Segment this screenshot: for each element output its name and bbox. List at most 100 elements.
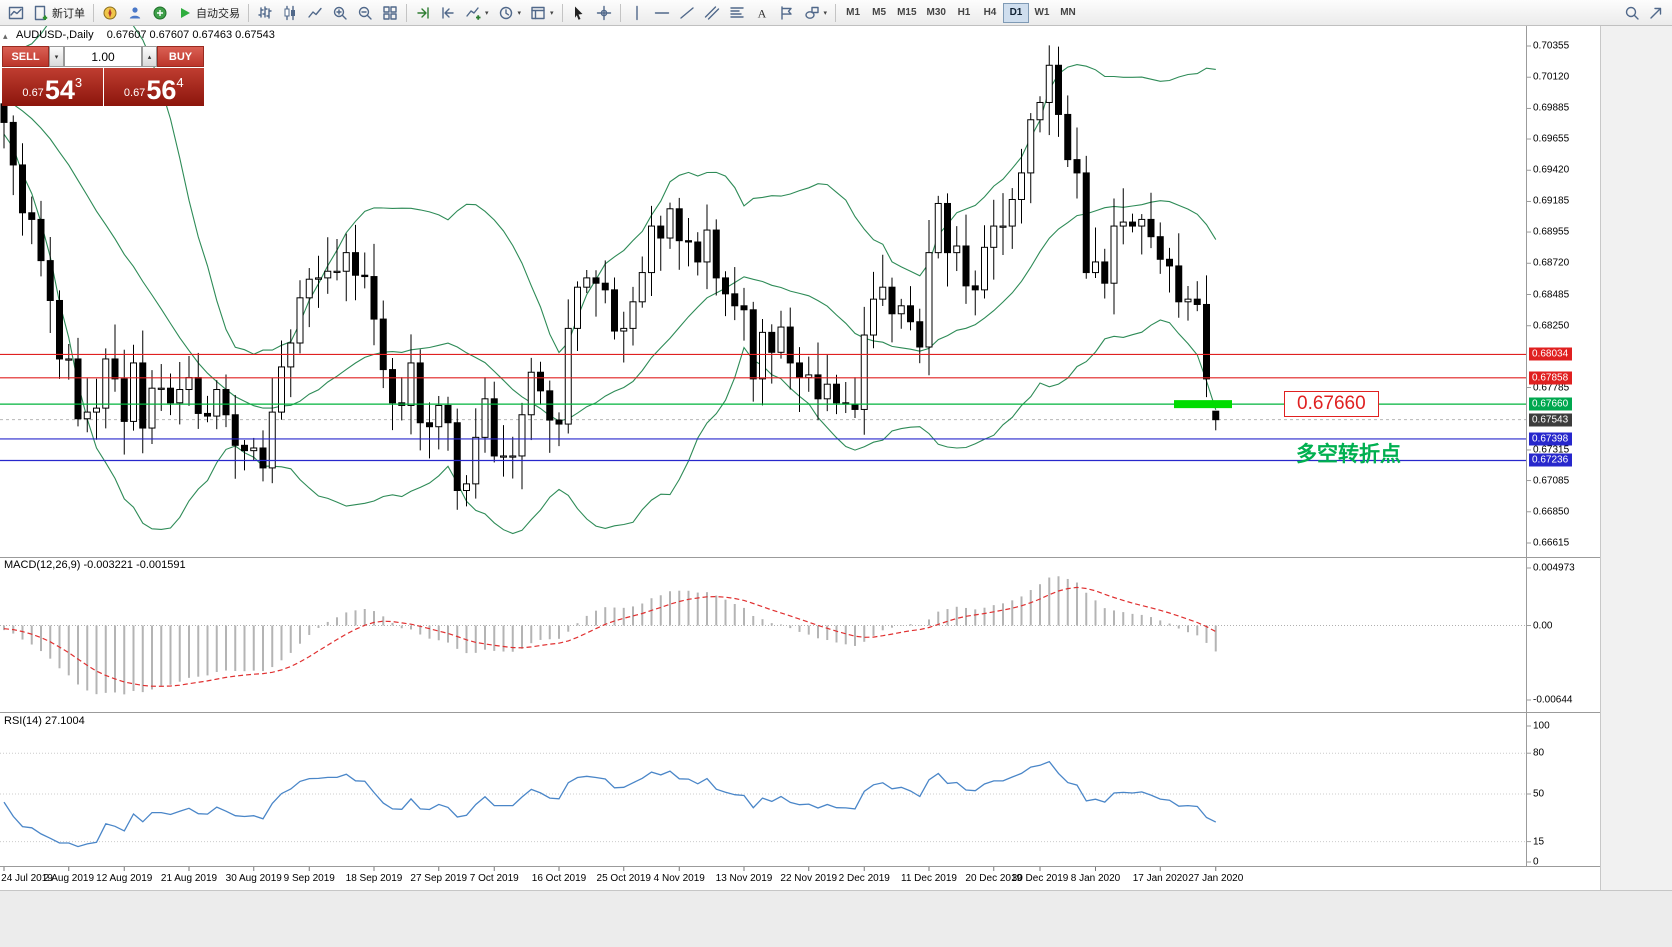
date-axis-label: 4 Nov 2019 — [653, 873, 705, 884]
workspace-filler — [1600, 26, 1672, 890]
ask-pip-digit: 4 — [176, 75, 184, 90]
chart-shift-icon[interactable] — [436, 2, 460, 24]
timeframe-d1[interactable]: D1 — [1002, 2, 1029, 23]
sell-options-dropdown[interactable]: ▾ — [49, 46, 64, 67]
support-highlight-segment[interactable] — [1174, 400, 1232, 409]
vertical-line-icon[interactable] — [625, 2, 649, 24]
compass-icon[interactable] — [98, 2, 122, 24]
channel-icon[interactable] — [700, 2, 724, 24]
timeframe-h4[interactable]: H4 — [977, 3, 1003, 23]
new-order-label: 新订单 — [52, 7, 85, 20]
toolbar-separator — [835, 3, 837, 22]
cursor-icon[interactable] — [567, 2, 591, 24]
panel-collapse-icon[interactable]: ▴ — [3, 31, 8, 41]
date-axis-label: 27 Jan 2020 — [1188, 873, 1244, 884]
timeframe-m1[interactable]: M1 — [840, 3, 866, 23]
price-axis-label: 0.66850 — [1533, 506, 1570, 518]
macd-signal-line — [3, 586, 1217, 687]
label-icon[interactable] — [775, 2, 799, 24]
date-axis-label: 16 Oct 2019 — [531, 873, 587, 884]
detach-window-icon[interactable] — [1644, 2, 1668, 24]
price-axis-badge: 0.67543 — [1529, 413, 1573, 427]
timeframe-w1[interactable]: W1 — [1029, 3, 1055, 23]
toolbar-separator — [619, 3, 621, 22]
date-axis-label: 27 Sep 2019 — [410, 873, 468, 884]
macd-axis-label: -0.00644 — [1533, 694, 1573, 706]
new-chart-icon[interactable] — [4, 2, 28, 24]
date-axis-label: 22 Nov 2019 — [780, 873, 838, 884]
periods-icon[interactable]: ▾ — [494, 2, 526, 24]
rsi-axis-label: 80 — [1533, 747, 1545, 759]
crosshair-icon[interactable] — [592, 2, 616, 24]
price-axis-badge: 0.68034 — [1529, 347, 1573, 361]
price-callout-box[interactable]: 0.67660 — [1284, 391, 1379, 417]
price-axis-label: 0.68720 — [1533, 257, 1570, 269]
auto-trading-button[interactable]: 自动交易 — [173, 2, 244, 24]
timeframe-mn[interactable]: MN — [1055, 3, 1081, 23]
auto-trading-label: 自动交易 — [196, 7, 240, 20]
svg-text:A: A — [757, 6, 766, 20]
auto-trading-icon — [181, 7, 190, 18]
toolbar-separator — [248, 3, 249, 22]
price-axis-label: 0.68485 — [1533, 289, 1570, 300]
horizontal-line-icon[interactable] — [650, 2, 674, 24]
price-axis-label: 0.68955 — [1533, 226, 1570, 238]
timeframe-toolbar: M1 M5 M15 M30 H1 H4 D1 W1 MN — [840, 2, 1081, 23]
zoom-in-icon[interactable] — [328, 2, 352, 24]
price-axis-badge: 0.67236 — [1529, 453, 1573, 467]
rsi-axis-label: 0 — [1533, 856, 1539, 868]
date-axis-label: 25 Oct 2019 — [596, 873, 651, 884]
date-axis-label: 21 Aug 2019 — [160, 873, 218, 884]
line-chart-icon[interactable] — [303, 2, 327, 24]
volume-input[interactable] — [64, 46, 142, 67]
macd-histogram — [3, 576, 1217, 695]
tile-windows-icon[interactable] — [378, 2, 402, 24]
market-watch-icon[interactable] — [148, 2, 172, 24]
bid-price[interactable]: 0.67 54 3 — [2, 68, 103, 106]
ask-big-digits: 56 — [146, 75, 177, 105]
timeframe-m30[interactable]: M30 — [922, 3, 951, 23]
timeframe-m5[interactable]: M5 — [866, 3, 892, 23]
bollinger-upper-band — [3, 26, 1216, 355]
bar-chart-icon[interactable] — [253, 2, 277, 24]
zoom-out-icon[interactable] — [353, 2, 377, 24]
chart-canvas[interactable] — [0, 26, 1672, 890]
sell-button[interactable]: SELL — [2, 46, 49, 67]
macd-axis-label: 0.004973 — [1533, 562, 1575, 574]
timeframe-h1[interactable]: H1 — [951, 3, 977, 23]
dropdown-caret-icon: ▾ — [550, 9, 554, 17]
text-icon[interactable]: A — [750, 2, 774, 24]
buy-button[interactable]: BUY — [157, 46, 204, 67]
macd-axis-label: 0.00 — [1533, 620, 1553, 632]
trendline-icon[interactable] — [675, 2, 699, 24]
profiles-icon[interactable] — [123, 2, 147, 24]
price-axis-badge: 0.67858 — [1529, 371, 1573, 385]
dropdown-caret-icon: ▾ — [485, 9, 489, 17]
timeframe-m15[interactable]: M15 — [892, 3, 921, 23]
price-axis-label: 0.67315 — [1533, 444, 1570, 456]
new-order-icon — [34, 5, 48, 20]
indicators-icon[interactable]: ▾ — [461, 2, 493, 24]
status-area — [0, 890, 1672, 947]
ask-price[interactable]: 0.67 56 4 — [103, 68, 204, 106]
volume-stepper[interactable]: ▴ — [142, 46, 157, 67]
pivot-annotation[interactable]: 多空转折点 — [1296, 443, 1401, 466]
chart-area[interactable]: ▴ AUDUSD-,Daily 0.67607 0.67607 0.67463 … — [0, 26, 1672, 890]
candlestick-icon[interactable] — [278, 2, 302, 24]
search-icon[interactable] — [1620, 2, 1644, 24]
rsi-indicator-label: RSI(14) 27.1004 — [4, 715, 85, 727]
macd-indicator-label: MACD(12,26,9) -0.003221 -0.001591 — [4, 559, 186, 571]
bollinger-lower-band — [3, 133, 1217, 535]
bid-big-digits: 54 — [44, 75, 75, 105]
price-axis-label: 0.67785 — [1533, 382, 1570, 394]
ask-prefix: 0.67 — [123, 87, 146, 99]
auto-scroll-icon[interactable] — [411, 2, 435, 24]
date-axis-label: 2 Aug 2019 — [43, 873, 95, 884]
templates-icon[interactable]: ▾ — [526, 2, 558, 24]
date-axis-label: 13 Nov 2019 — [715, 873, 773, 884]
bid-pip-digit: 3 — [74, 75, 83, 90]
fibonacci-icon[interactable] — [725, 2, 749, 24]
date-axis-label: 8 Jan 2020 — [1070, 873, 1121, 884]
new-order-button[interactable]: 新订单 — [29, 2, 89, 24]
shapes-icon[interactable]: ▾ — [800, 2, 832, 24]
